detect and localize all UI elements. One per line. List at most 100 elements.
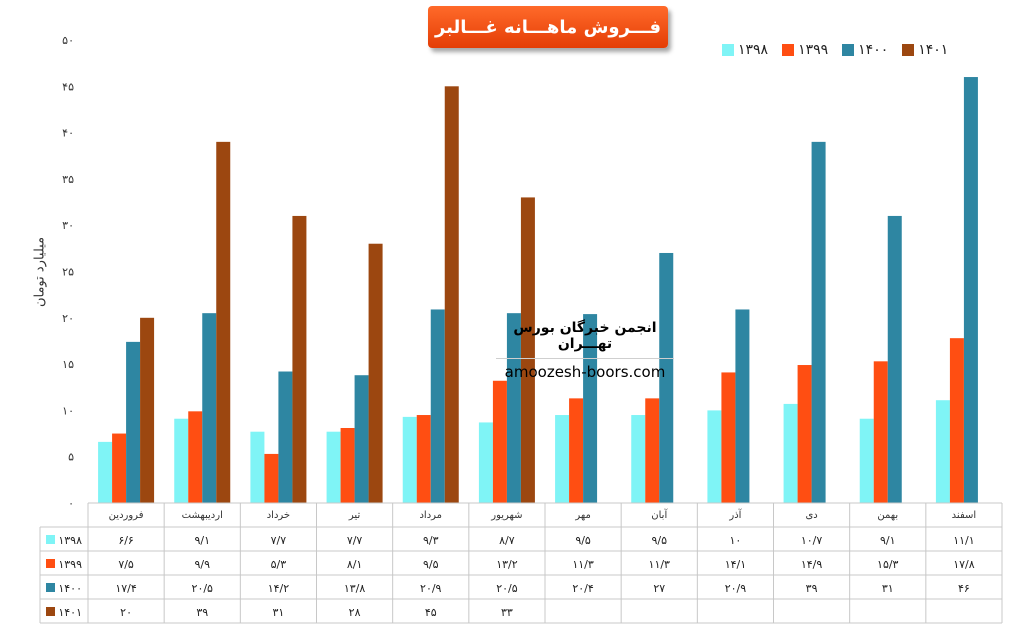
legend-label: ۱۴۰۱ xyxy=(918,42,949,58)
data-label: ۱۷/۸ xyxy=(953,558,975,571)
bar-9-2 xyxy=(811,141,826,504)
data-label: ۵/۳ xyxy=(271,558,287,571)
bar-6-2 xyxy=(583,314,598,503)
legend-swatch xyxy=(842,44,855,56)
data-label: ۲۰/۹ xyxy=(725,582,747,595)
x-tick-label: خرداد xyxy=(267,510,290,521)
data-label: ۲۸ xyxy=(349,606,361,619)
table-legend-swatch xyxy=(46,535,55,544)
bar-0-1 xyxy=(112,433,127,503)
bar-9-1 xyxy=(797,365,812,503)
legend-entry: ۱۴۰۰ xyxy=(842,42,888,58)
x-tick-label: بهمن xyxy=(877,510,898,521)
legend: ۱۳۹۸ ۱۳۹۹ ۱۴۰۰ ۱۴۰۱ xyxy=(722,42,948,58)
data-label: ۹/۵ xyxy=(575,534,591,547)
data-label: ۳۹ xyxy=(196,606,208,619)
bar-8-1 xyxy=(721,372,736,503)
y-tick-label: ۰ xyxy=(68,497,74,510)
y-tick-label: ۵۰ xyxy=(62,34,74,47)
bar-6-0 xyxy=(555,415,570,503)
bar-0-3 xyxy=(140,317,155,503)
legend-swatch xyxy=(782,44,795,56)
data-label: ۱۴/۹ xyxy=(801,558,823,571)
data-label: ۷/۵ xyxy=(118,558,134,571)
data-label: ۳۱ xyxy=(273,606,285,619)
bar-4-0 xyxy=(402,416,417,503)
bar-4-2 xyxy=(430,309,445,503)
y-tick-label: ۲۰ xyxy=(62,312,74,325)
legend-swatch xyxy=(722,44,734,56)
x-tick-label: مهر xyxy=(574,510,590,521)
table-series-name: ۱۳۹۹ xyxy=(58,558,82,571)
watermark-url: amoozesh-boors.com xyxy=(504,363,666,381)
bar-4-1 xyxy=(416,415,431,503)
bar-7-2 xyxy=(659,252,674,503)
data-label: ۱۱/۳ xyxy=(649,558,671,571)
bar-3-3 xyxy=(368,243,383,503)
data-label: ۱۰ xyxy=(730,534,742,547)
legend-label: ۱۴۰۰ xyxy=(858,42,889,58)
bar-5-2 xyxy=(506,313,521,503)
bar-11-0 xyxy=(935,400,950,503)
data-label: ۱۷/۴ xyxy=(115,582,137,595)
bar-3-1 xyxy=(340,427,355,503)
bar-7-0 xyxy=(631,415,646,503)
bar-6-1 xyxy=(569,398,584,503)
bar-11-2 xyxy=(963,77,978,503)
data-label: ۸/۱ xyxy=(347,558,363,571)
y-tick-label: ۴۵ xyxy=(62,80,74,93)
data-label: ۷/۷ xyxy=(271,534,287,547)
bar-9-0 xyxy=(783,403,798,503)
bar-3-2 xyxy=(354,375,369,503)
bar-2-1 xyxy=(264,453,279,503)
table-series-name: ۱۴۰۰ xyxy=(58,582,82,595)
bar-2-2 xyxy=(278,371,293,503)
data-label: ۱۳/۸ xyxy=(344,582,366,595)
x-tick-label: آبان xyxy=(651,508,668,521)
data-label: ۲۰/۵ xyxy=(496,582,518,595)
x-tick-label: مرداد xyxy=(419,510,442,521)
data-label: ۴۶ xyxy=(958,582,970,595)
x-tick-label: دی xyxy=(805,510,817,521)
bar-7-1 xyxy=(645,398,660,503)
table-series-name: ۱۴۰۱ xyxy=(58,606,82,619)
table-series-name: ۱۳۹۸ xyxy=(58,534,82,547)
legend-label: ۱۳۹۸ xyxy=(738,42,769,58)
x-tick-label: اسفند xyxy=(952,510,976,521)
bar-10-1 xyxy=(873,361,888,503)
bar-5-3 xyxy=(520,197,535,504)
bar-2-3 xyxy=(292,215,307,503)
bar-8-0 xyxy=(707,410,722,503)
data-label: ۶/۶ xyxy=(118,534,134,547)
y-tick-label: ۱۵ xyxy=(62,358,74,371)
y-tick-label: ۴۰ xyxy=(62,127,74,140)
data-label: ۳۹ xyxy=(806,582,818,595)
bar-1-1 xyxy=(188,411,203,503)
data-label: ۷/۷ xyxy=(347,534,363,547)
data-label: ۸/۷ xyxy=(499,534,515,547)
data-label: ۴۵ xyxy=(425,606,437,619)
data-label: ۹/۱ xyxy=(194,534,210,547)
y-tick-label: ۳۰ xyxy=(62,219,74,232)
legend-entry: ۱۴۰۱ xyxy=(902,42,948,58)
bar-5-1 xyxy=(492,380,507,503)
table-legend-swatch xyxy=(46,559,55,568)
y-tick-label: ۱۰ xyxy=(62,404,74,417)
bar-4-3 xyxy=(444,86,459,504)
bar-3-0 xyxy=(326,431,341,503)
legend-swatch xyxy=(902,44,915,56)
data-label: ۲۰ xyxy=(120,606,132,619)
data-label: ۳۳ xyxy=(501,606,513,619)
legend-entry: ۱۳۹۹ xyxy=(782,42,828,58)
x-tick-label: آذر xyxy=(728,508,742,521)
data-label: ۹/۳ xyxy=(423,534,439,547)
y-tick-label: ۳۵ xyxy=(62,173,74,186)
data-label: ۱۵/۳ xyxy=(877,558,899,571)
data-label: ۹/۵ xyxy=(423,558,439,571)
watermark-title: انجمن خبرگان بورس تهـــران xyxy=(496,318,674,359)
bar-8-2 xyxy=(735,309,750,503)
x-tick-label: تیر xyxy=(348,510,361,521)
data-label: ۹/۵ xyxy=(651,534,667,547)
data-label: ۹/۱ xyxy=(880,534,896,547)
bar-11-1 xyxy=(949,338,964,503)
